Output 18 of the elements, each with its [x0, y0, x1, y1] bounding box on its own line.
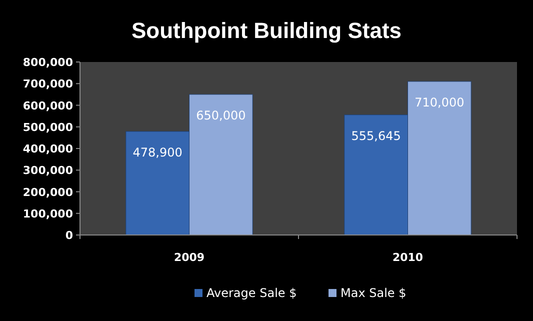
x-tick-label: 2010: [392, 251, 424, 264]
y-tick-label: 0: [65, 229, 74, 242]
legend-label: Average Sale $: [206, 286, 297, 300]
y-tick-label: 800,000: [22, 56, 74, 69]
data-label: 650,000: [196, 108, 246, 122]
y-tick-label: 600,000: [22, 99, 74, 112]
data-label: 478,900: [132, 145, 182, 160]
legend-label: Max Sale $: [340, 286, 406, 300]
y-tick-label: 700,000: [22, 78, 74, 91]
y-tick-label: 100,000: [22, 207, 74, 220]
data-label: 710,000: [414, 95, 464, 110]
y-tick-label: 200,000: [22, 186, 74, 199]
y-tick-label: 300,000: [22, 164, 74, 178]
y-tick-label: 400,000: [22, 142, 74, 156]
chart-title: Southpoint Building Stats: [131, 18, 402, 43]
data-label: 555,645: [351, 128, 401, 143]
x-tick-label: 2009: [174, 251, 205, 264]
y-tick-label: 500,000: [22, 120, 74, 134]
